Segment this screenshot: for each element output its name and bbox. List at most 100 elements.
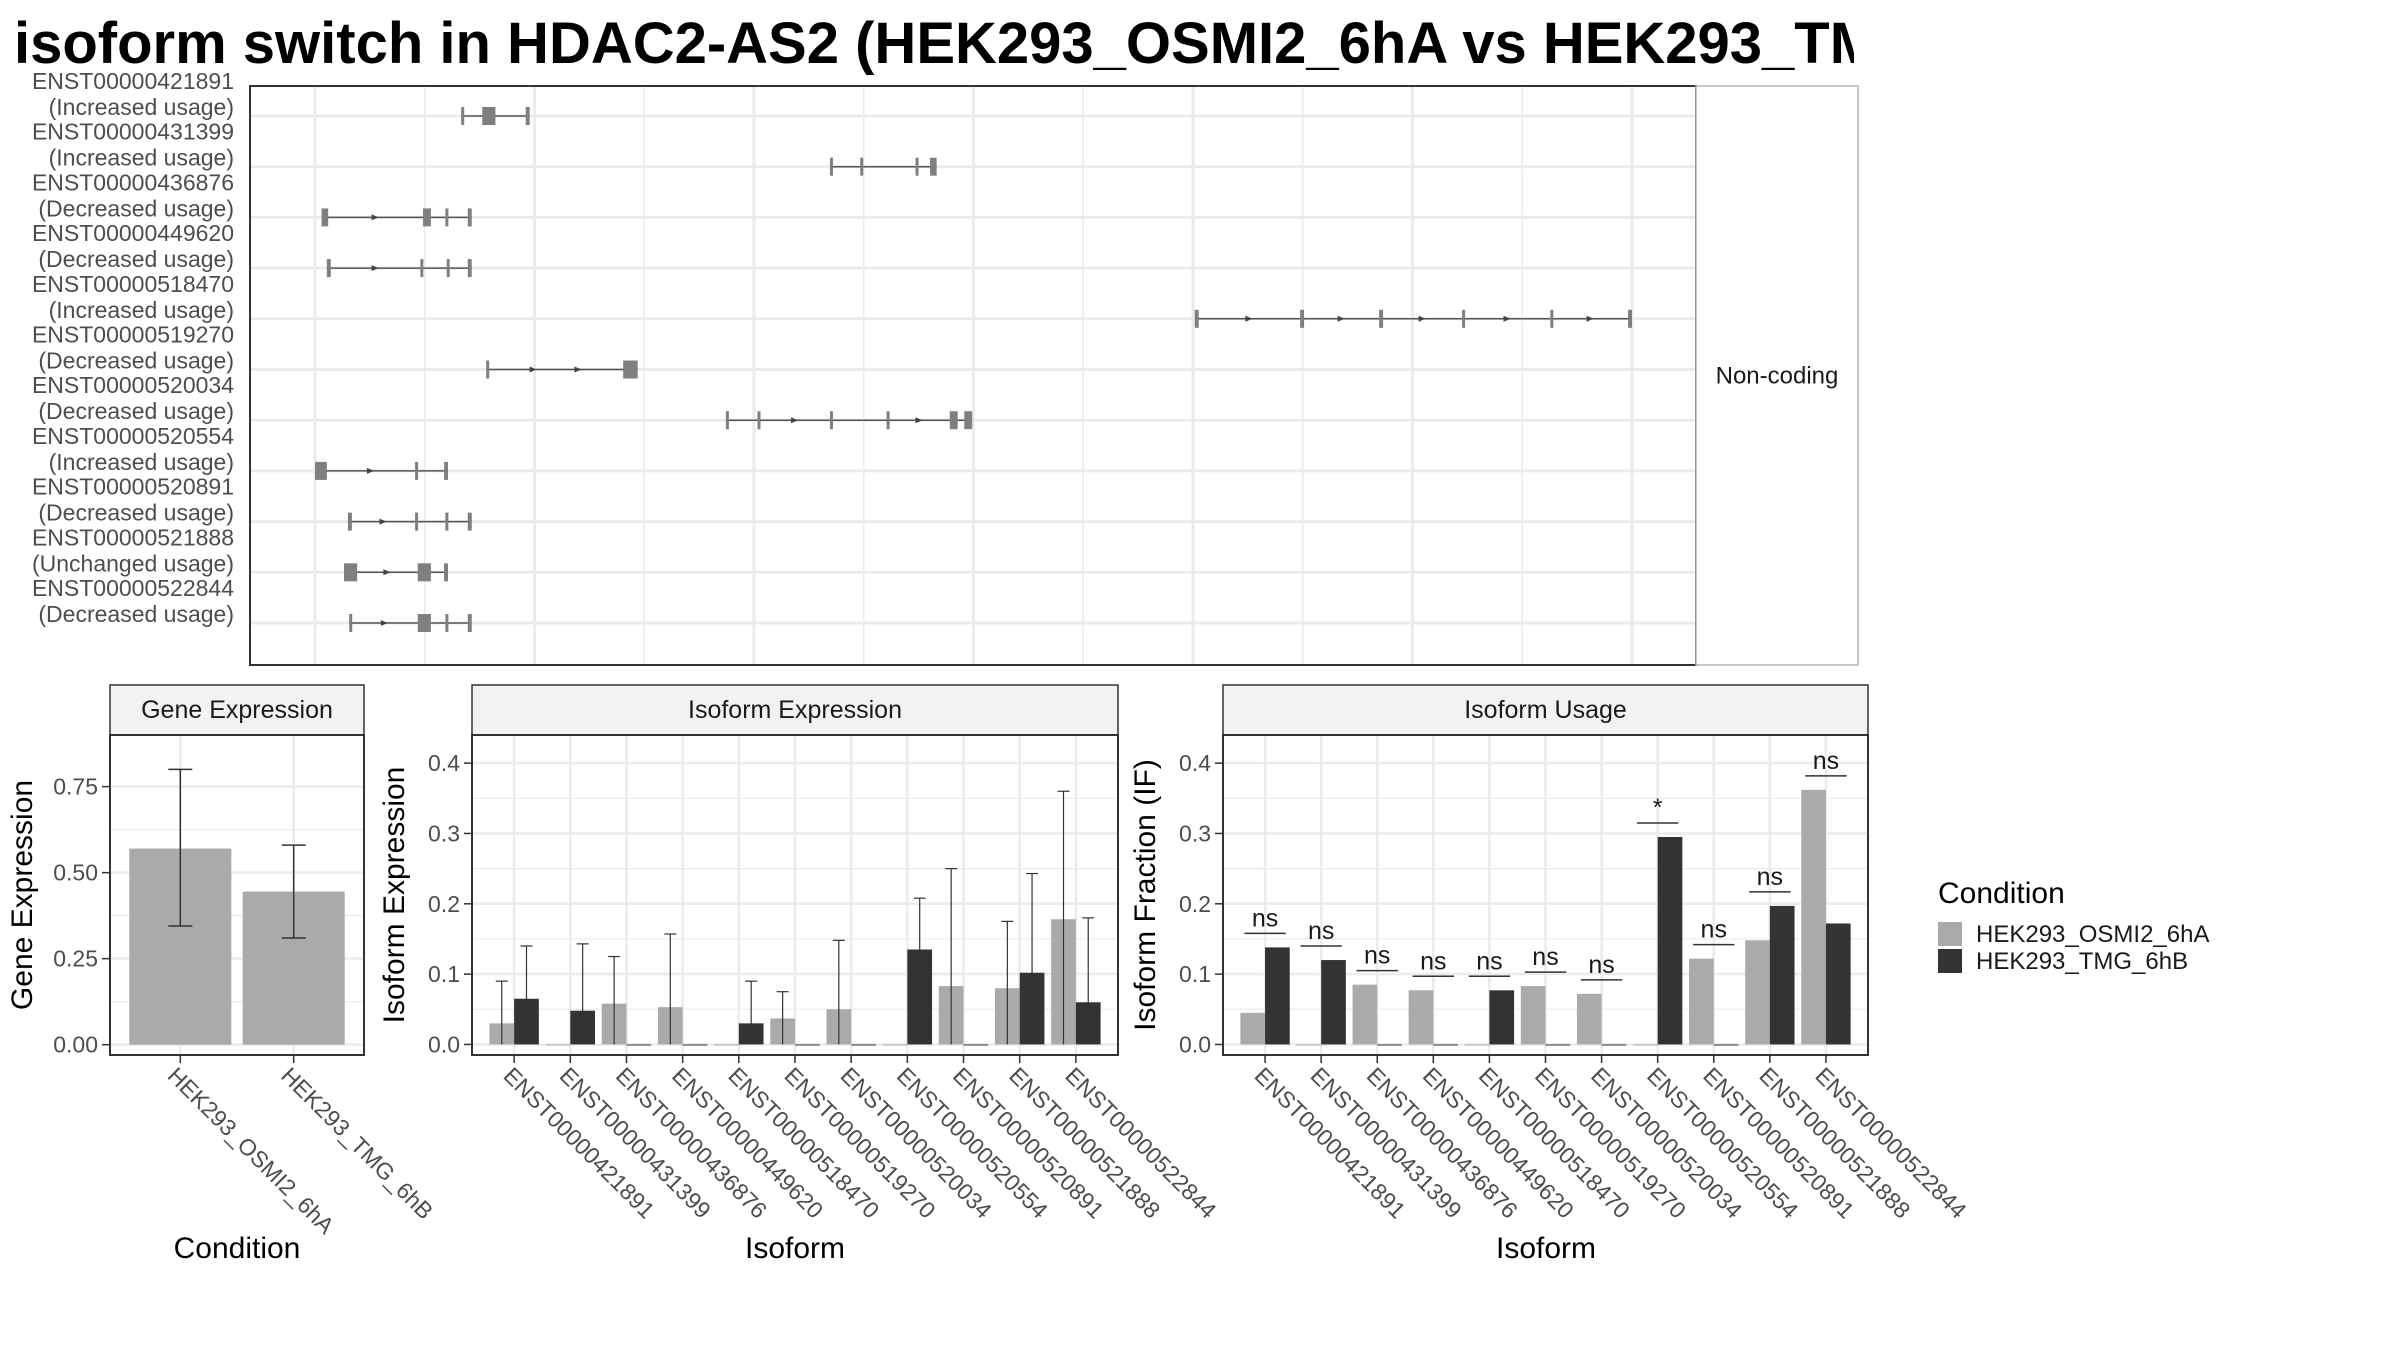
significance-label: ns (1252, 904, 1278, 932)
x-axis-title: Isoform (745, 1232, 845, 1265)
bar (1377, 1044, 1402, 1046)
bar (545, 1044, 571, 1046)
exon-block (422, 208, 431, 227)
exon-block (467, 208, 472, 227)
bar (1296, 1044, 1322, 1046)
exon-block (1300, 309, 1305, 328)
panel-title: Gene Expression (141, 696, 333, 724)
significance-label: ns (1420, 947, 1446, 975)
intron-arrow (383, 569, 391, 576)
bar (1433, 1044, 1459, 1046)
exon-block (1379, 309, 1384, 328)
panel-border (471, 734, 1119, 1056)
exon-block (467, 614, 472, 632)
exon-block (444, 563, 449, 582)
exon-block (725, 411, 729, 430)
exon-block (623, 360, 638, 379)
exon-block (343, 563, 358, 582)
y-tick-label: 0.4 (428, 750, 460, 776)
isoform-label-usage: (Decreased usage) (38, 348, 234, 374)
bar (882, 1044, 908, 1046)
exon-block (757, 411, 761, 430)
exon-block (461, 107, 465, 125)
y-tick-label: 0.50 (53, 860, 98, 886)
exon-block (964, 411, 973, 430)
bar (1576, 993, 1602, 1045)
exon-block (949, 411, 958, 430)
isoform-label-usage: (Unchanged usage) (32, 550, 234, 576)
y-axis-title: Isoform Fraction (IF) (1129, 759, 1162, 1031)
isoform-label-usage: (Decreased usage) (38, 601, 234, 627)
bar (1408, 990, 1434, 1045)
intron-arrow (1418, 315, 1426, 322)
isoform-label-id: ENST00000520891 (32, 474, 234, 500)
exon-block (1550, 309, 1554, 328)
exon-block (930, 157, 937, 176)
y-tick-label: 0.4 (1179, 750, 1211, 776)
bar (1601, 1044, 1627, 1046)
exon-block (349, 614, 353, 632)
y-tick-label: 0.2 (1179, 891, 1211, 917)
exon-block (915, 157, 919, 176)
exon-block (326, 259, 331, 278)
exon-block (829, 411, 833, 430)
intron-arrow (1503, 315, 1511, 322)
isoform-structure-row (349, 614, 472, 632)
exon-block (446, 259, 450, 278)
exon-block (347, 512, 352, 531)
isoform-label-id: ENST00000520554 (32, 423, 234, 449)
bar (1240, 1012, 1266, 1045)
intron-arrow (380, 620, 388, 626)
y-tick-label: 0.3 (428, 820, 460, 846)
intron-arrow (379, 518, 387, 525)
panel-border (109, 734, 365, 1056)
bar (1801, 789, 1826, 1045)
bar (714, 1044, 739, 1046)
significance-label: ns (1532, 943, 1558, 971)
exon-block (1194, 309, 1199, 328)
isoform-label-usage: (Decreased usage) (38, 398, 234, 424)
y-tick-label: 0.25 (53, 946, 98, 972)
isoform-label-usage: (Increased usage) (49, 145, 234, 171)
significance-label: ns (1757, 863, 1783, 891)
exon-block (1462, 309, 1466, 328)
significance-label: ns (1813, 747, 1839, 775)
exon-block (445, 208, 449, 227)
structure-panel: ENST00000421891(Increased usage)ENST0000… (32, 68, 1859, 666)
isoform-structure-row (326, 259, 472, 278)
y-tick-label: 0.1 (1179, 961, 1211, 987)
isoform-structure-row (321, 208, 472, 227)
bar (795, 1044, 820, 1046)
exon-block (315, 461, 327, 480)
isoform-label-id: ENST00000436876 (32, 169, 234, 195)
bar (1352, 984, 1378, 1045)
isoform-label-id: ENST00000518470 (32, 271, 234, 297)
bar (1464, 1044, 1490, 1046)
exon-block (1628, 309, 1632, 328)
exon-block (445, 614, 449, 632)
exon-block (486, 360, 490, 379)
isoform-label-usage: (Increased usage) (49, 449, 234, 475)
isoform-label-id: ENST00000519270 (32, 322, 234, 348)
exon-block (420, 259, 424, 278)
intron-arrow (1586, 315, 1594, 322)
exon-block (417, 614, 431, 632)
isoform-structure-row (315, 461, 449, 480)
isoform-label-id: ENST00000520034 (32, 372, 234, 398)
structure-gridlines (250, 86, 1696, 665)
isoform-structure-row (347, 512, 472, 531)
panel-title: Isoform Usage (1464, 696, 1627, 724)
bar (851, 1044, 876, 1046)
isoform-label-id: ENST00000431399 (32, 119, 234, 145)
legend-title: Condition (1938, 877, 2065, 910)
intron-arrow (791, 417, 799, 424)
exon-block (886, 411, 890, 430)
significance-label: ns (1364, 942, 1390, 970)
y-axis-title: Isoform Expression (378, 767, 411, 1024)
exon-block (860, 157, 864, 176)
intron-arrow (366, 467, 374, 474)
isoform-label-usage: (Decreased usage) (38, 246, 234, 272)
y-tick-label: 0.3 (1179, 820, 1211, 846)
significance-label: ns (1588, 951, 1614, 979)
